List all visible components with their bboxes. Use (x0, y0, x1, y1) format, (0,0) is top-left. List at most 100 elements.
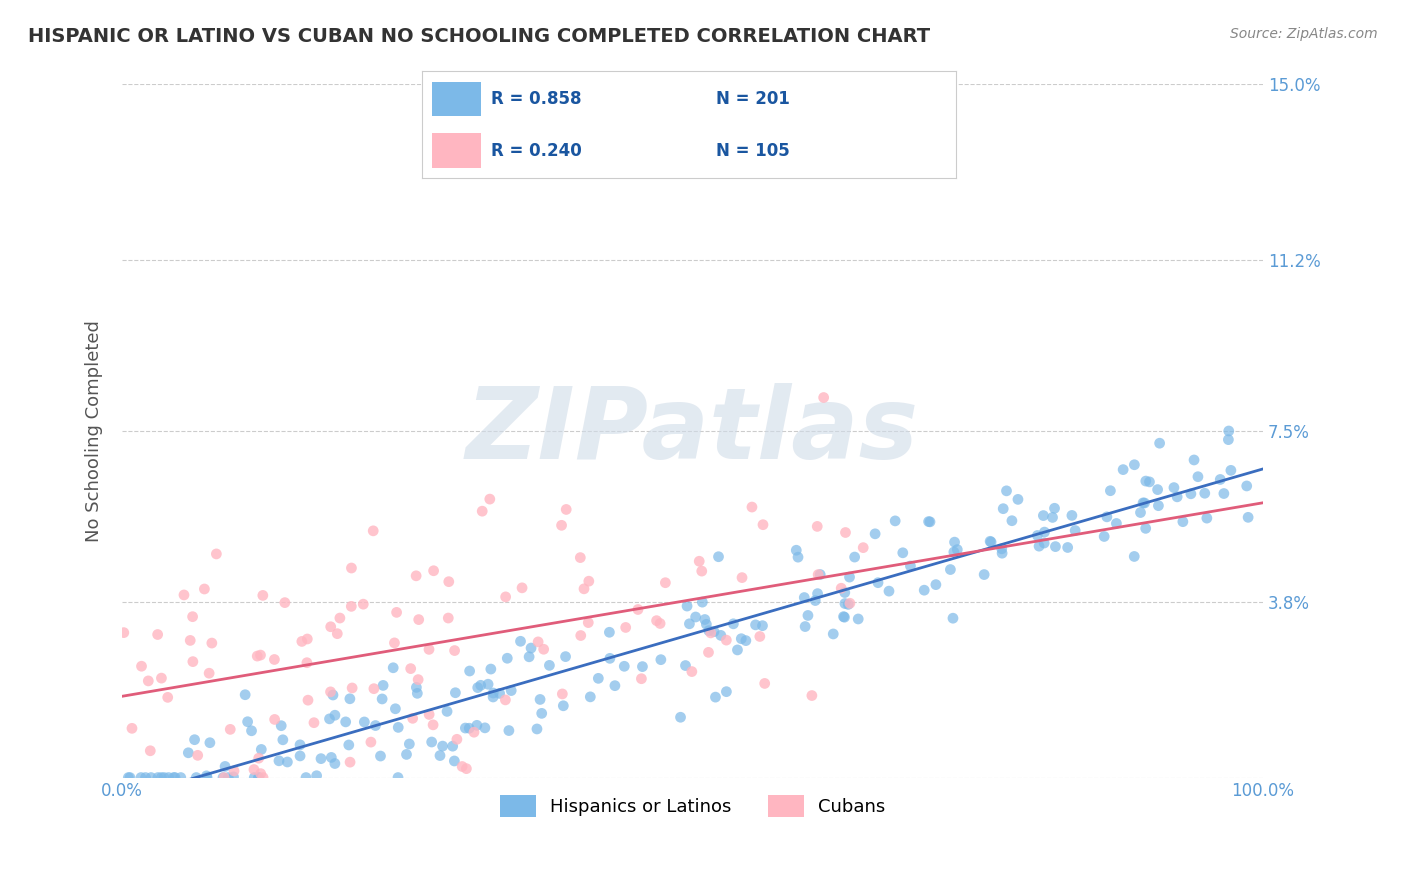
Hispanics or Latinos (474, 721, 496, 735)
Cubans (295, 656, 318, 670)
Text: Source: ZipAtlas.com: Source: ZipAtlas.com (1230, 27, 1378, 41)
Cubans (569, 628, 592, 642)
Hispanics or Latinos (1133, 496, 1156, 510)
Bar (433, 134, 481, 168)
Cubans (443, 643, 465, 657)
Cubans (121, 722, 143, 736)
Cubans (252, 589, 274, 603)
Hispanics or Latinos (321, 750, 343, 764)
Hispanics or Latinos (309, 752, 332, 766)
Hispanics or Latinos (222, 770, 245, 784)
Hispanics or Latinos (1105, 516, 1128, 531)
Hispanics or Latinos (1123, 458, 1146, 472)
Legend: Hispanics or Latinos, Cubans: Hispanics or Latinos, Cubans (492, 788, 893, 824)
Cubans (222, 764, 245, 778)
Hispanics or Latinos (794, 619, 817, 633)
Hispanics or Latinos (335, 714, 357, 729)
Hispanics or Latinos (250, 742, 273, 756)
Hispanics or Latinos (832, 609, 855, 624)
Hispanics or Latinos (441, 739, 464, 754)
Hispanics or Latinos (444, 686, 467, 700)
Cubans (627, 602, 650, 616)
Cubans (478, 492, 501, 507)
Cubans (136, 673, 159, 688)
Hispanics or Latinos (939, 563, 962, 577)
Cubans (807, 567, 830, 582)
Cubans (263, 713, 285, 727)
Hispanics or Latinos (707, 549, 730, 564)
Cubans (741, 500, 763, 514)
Cubans (838, 596, 860, 610)
Hispanics or Latinos (458, 664, 481, 678)
Hispanics or Latinos (1129, 506, 1152, 520)
Hispanics or Latinos (240, 723, 263, 738)
Hispanics or Latinos (322, 688, 344, 702)
Hispanics or Latinos (129, 771, 152, 785)
Hispanics or Latinos (370, 749, 392, 764)
Cubans (654, 575, 676, 590)
Hispanics or Latinos (1033, 536, 1056, 550)
Hispanics or Latinos (538, 658, 561, 673)
Hispanics or Latinos (979, 534, 1001, 549)
Cubans (418, 642, 440, 657)
Hispanics or Latinos (458, 721, 481, 735)
Hispanics or Latinos (267, 754, 290, 768)
Cubans (291, 634, 314, 648)
Hispanics or Latinos (387, 720, 409, 734)
Hispanics or Latinos (420, 735, 443, 749)
Hispanics or Latinos (1028, 539, 1050, 553)
Hispanics or Latinos (603, 679, 626, 693)
Hispanics or Latinos (1180, 487, 1202, 501)
Hispanics or Latinos (863, 526, 886, 541)
Cubans (319, 685, 342, 699)
Hispanics or Latinos (288, 748, 311, 763)
Hispanics or Latinos (900, 559, 922, 574)
Hispanics or Latinos (170, 771, 193, 785)
Y-axis label: No Schooling Completed: No Schooling Completed (86, 320, 103, 542)
Hispanics or Latinos (371, 692, 394, 706)
Cubans (527, 635, 550, 649)
Hispanics or Latinos (866, 575, 889, 590)
Hispanics or Latinos (993, 501, 1015, 516)
Cubans (385, 606, 408, 620)
Bar (433, 82, 481, 116)
Cubans (533, 642, 555, 657)
Cubans (408, 613, 430, 627)
Hispanics or Latinos (806, 587, 828, 601)
Cubans (352, 597, 374, 611)
Cubans (471, 504, 494, 518)
Cubans (697, 645, 720, 659)
Cubans (247, 751, 270, 765)
Cubans (219, 723, 242, 737)
Cubans (578, 574, 600, 589)
Hispanics or Latinos (716, 684, 738, 698)
Hispanics or Latinos (470, 678, 492, 692)
Hispanics or Latinos (1237, 510, 1260, 524)
Cubans (716, 633, 738, 648)
Text: R = 0.240: R = 0.240 (491, 142, 582, 160)
Hispanics or Latinos (554, 649, 576, 664)
Hispanics or Latinos (1218, 424, 1240, 438)
Cubans (422, 718, 444, 732)
Hispanics or Latinos (1032, 508, 1054, 523)
Hispanics or Latinos (1163, 481, 1185, 495)
Cubans (249, 766, 271, 780)
Text: ZIPatlas: ZIPatlas (465, 383, 920, 480)
Hispanics or Latinos (1064, 524, 1087, 538)
Hispanics or Latinos (942, 545, 965, 559)
Cubans (339, 755, 361, 769)
Hispanics or Latinos (727, 643, 749, 657)
Hispanics or Latinos (685, 610, 707, 624)
Cubans (648, 616, 671, 631)
Hispanics or Latinos (432, 739, 454, 753)
Hispanics or Latinos (429, 748, 451, 763)
Cubans (326, 626, 349, 640)
Hispanics or Latinos (529, 692, 551, 706)
Hispanics or Latinos (598, 625, 620, 640)
Cubans (422, 564, 444, 578)
Hispanics or Latinos (517, 649, 540, 664)
Cubans (156, 690, 179, 705)
Hispanics or Latinos (1135, 474, 1157, 488)
Hispanics or Latinos (195, 769, 218, 783)
Hispanics or Latinos (925, 577, 948, 591)
